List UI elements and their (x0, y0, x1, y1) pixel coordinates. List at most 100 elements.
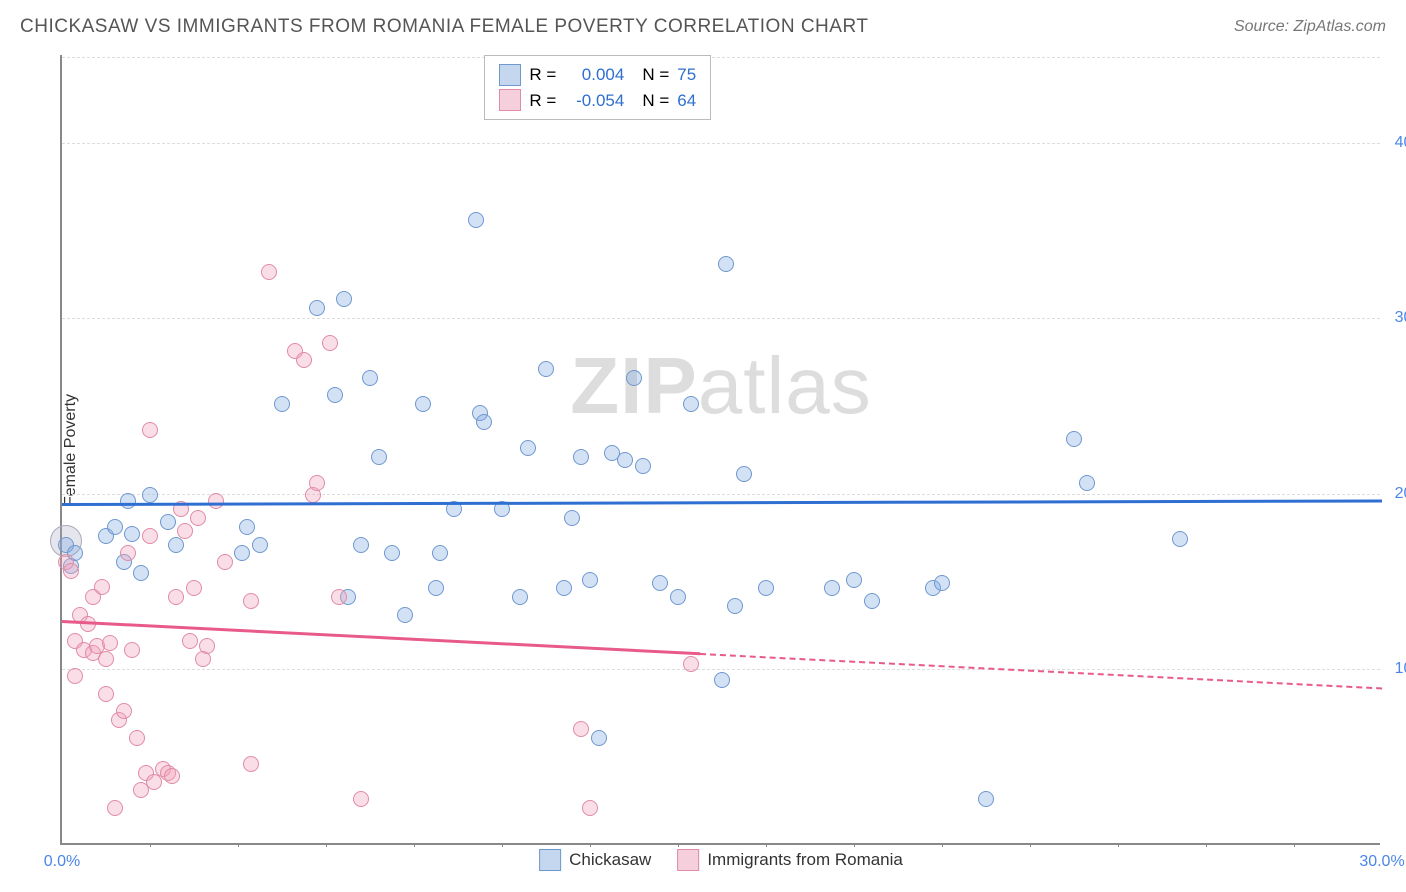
gridline (62, 494, 1380, 495)
data-point (296, 352, 312, 368)
legend-swatch (499, 64, 521, 86)
source-label: Source: ZipAtlas.com (1234, 18, 1386, 36)
data-point (652, 575, 668, 591)
legend-item: Chickasaw (539, 849, 651, 871)
correlation-legend: R =0.004N =75R =-0.054N =64 (484, 55, 711, 120)
x-tick (766, 843, 767, 847)
x-tick (502, 843, 503, 847)
watermark: ZIPatlas (570, 340, 871, 432)
data-point (274, 396, 290, 412)
data-point (327, 387, 343, 403)
data-point (683, 656, 699, 672)
x-tick (414, 843, 415, 847)
legend-label: Immigrants from Romania (707, 850, 903, 870)
data-point (353, 791, 369, 807)
n-label: N = (642, 88, 669, 114)
data-point (415, 396, 431, 412)
data-point (683, 396, 699, 412)
x-tick-label: 30.0% (1359, 853, 1404, 871)
x-tick (326, 843, 327, 847)
x-tick-label: 0.0% (44, 853, 80, 871)
data-point (67, 668, 83, 684)
data-point (336, 291, 352, 307)
legend-item: Immigrants from Romania (677, 849, 903, 871)
y-tick-label: 20.0% (1395, 485, 1406, 503)
watermark-atlas: atlas (698, 341, 872, 430)
x-tick (1118, 843, 1119, 847)
data-point (63, 563, 79, 579)
data-point (397, 607, 413, 623)
trend-line (700, 653, 1382, 689)
data-point (512, 589, 528, 605)
x-tick (678, 843, 679, 847)
data-point (670, 589, 686, 605)
data-point (520, 440, 536, 456)
data-point (635, 458, 651, 474)
data-point (234, 545, 250, 561)
data-point (591, 730, 607, 746)
data-point (978, 791, 994, 807)
x-tick (854, 843, 855, 847)
data-point (617, 452, 633, 468)
legend-label: Chickasaw (569, 850, 651, 870)
legend-row: R =0.004N =75 (499, 62, 696, 88)
data-point (129, 730, 145, 746)
data-point (322, 335, 338, 351)
chart-container: Female Poverty ZIPatlas 10.0%20.0%30.0%4… (50, 55, 1380, 845)
x-tick (238, 843, 239, 847)
data-point (208, 493, 224, 509)
data-point (98, 686, 114, 702)
data-point (190, 510, 206, 526)
data-point (243, 593, 259, 609)
data-point (934, 575, 950, 591)
data-point (186, 580, 202, 596)
data-point (85, 589, 101, 605)
x-tick (1030, 843, 1031, 847)
data-point (261, 264, 277, 280)
data-point (124, 526, 140, 542)
legend-swatch (539, 849, 561, 871)
gridline (62, 57, 1380, 58)
gridline (62, 669, 1380, 670)
data-point (182, 633, 198, 649)
x-tick (1294, 843, 1295, 847)
data-point (582, 572, 598, 588)
data-point (120, 493, 136, 509)
data-point (133, 565, 149, 581)
data-point (573, 721, 589, 737)
data-point (98, 651, 114, 667)
r-label: R = (529, 62, 556, 88)
n-label: N = (642, 62, 669, 88)
y-tick-label: 10.0% (1395, 660, 1406, 678)
data-point (168, 589, 184, 605)
legend-swatch (499, 89, 521, 111)
x-tick (942, 843, 943, 847)
data-point (124, 642, 140, 658)
data-point (252, 537, 268, 553)
data-point (714, 672, 730, 688)
data-point (384, 545, 400, 561)
y-tick-label: 40.0% (1395, 134, 1406, 152)
data-point (1066, 431, 1082, 447)
data-point (168, 537, 184, 553)
data-point (432, 545, 448, 561)
data-point (199, 638, 215, 654)
r-value: 0.004 (564, 62, 624, 88)
data-point (116, 703, 132, 719)
data-point (309, 300, 325, 316)
data-point (736, 466, 752, 482)
data-point (468, 212, 484, 228)
x-tick (1206, 843, 1207, 847)
chart-title: CHICKASAW VS IMMIGRANTS FROM ROMANIA FEM… (20, 16, 868, 38)
data-point (353, 537, 369, 553)
data-point (142, 528, 158, 544)
data-point (758, 580, 774, 596)
data-point (243, 756, 259, 772)
r-value: -0.054 (564, 88, 624, 114)
data-point (177, 523, 193, 539)
data-point (582, 800, 598, 816)
data-point (727, 598, 743, 614)
data-point (107, 800, 123, 816)
data-point (1172, 531, 1188, 547)
data-point (142, 422, 158, 438)
